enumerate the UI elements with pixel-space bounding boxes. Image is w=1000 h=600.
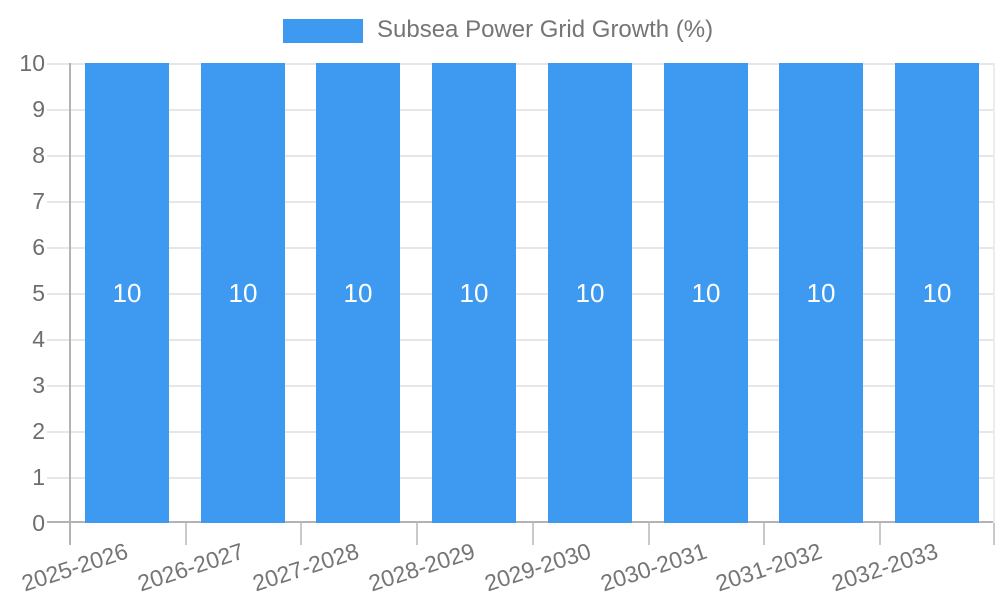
bar-value-label: 10 bbox=[228, 278, 258, 308]
bar-2031-2032: 10 bbox=[779, 63, 863, 523]
bar-2027-2028: 10 bbox=[316, 63, 400, 523]
y-tick-label: 7 bbox=[32, 188, 45, 214]
bar-2026-2027: 10 bbox=[201, 63, 285, 523]
x-axis-tick bbox=[532, 523, 534, 545]
bar-value-label: 10 bbox=[112, 278, 142, 308]
x-axis-tick bbox=[648, 523, 650, 545]
x-axis-baseline bbox=[47, 521, 995, 523]
gridline bbox=[47, 155, 995, 157]
gridline bbox=[47, 201, 995, 203]
x-axis-tick bbox=[993, 523, 995, 545]
bar-2030-2031: 10 bbox=[664, 63, 748, 523]
plot-area: 10 10 10 10 10 10 10 10 bbox=[47, 63, 995, 545]
bar-2029-2030: 10 bbox=[548, 63, 632, 523]
x-axis-tick bbox=[879, 523, 881, 545]
bar-value-label: 10 bbox=[806, 278, 836, 308]
gridline bbox=[47, 293, 995, 295]
legend-label: Subsea Power Grid Growth (%) bbox=[377, 16, 714, 43]
x-axis-tick bbox=[300, 523, 302, 545]
bar-value-label: 10 bbox=[575, 278, 605, 308]
y-tick-label: 8 bbox=[32, 142, 45, 168]
gridline bbox=[47, 385, 995, 387]
y-axis-line bbox=[69, 63, 71, 545]
gridline bbox=[47, 247, 995, 249]
bar-2032-2033: 10 bbox=[895, 63, 979, 523]
bar-value-label: 10 bbox=[691, 278, 721, 308]
y-tick-label: 1 bbox=[32, 464, 45, 490]
x-axis-tick bbox=[185, 523, 187, 545]
y-tick-label: 0 bbox=[32, 510, 45, 536]
x-axis-tick bbox=[416, 523, 418, 545]
gridline bbox=[47, 109, 995, 111]
bar-value-label: 10 bbox=[459, 278, 489, 308]
y-tick-label: 2 bbox=[32, 418, 45, 444]
plot-right-border bbox=[993, 63, 995, 523]
gridline bbox=[47, 63, 995, 65]
y-tick-label: 6 bbox=[32, 234, 45, 260]
y-tick-label: 3 bbox=[32, 372, 45, 398]
bar-2025-2026: 10 bbox=[85, 63, 169, 523]
gridline bbox=[47, 339, 995, 341]
gridline bbox=[47, 431, 995, 433]
bar-2028-2029: 10 bbox=[432, 63, 516, 523]
legend-color-swatch bbox=[283, 19, 363, 43]
y-tick-label: 5 bbox=[32, 280, 45, 306]
y-tick-label: 4 bbox=[32, 326, 45, 352]
gridline bbox=[47, 477, 995, 479]
x-axis-tick bbox=[763, 523, 765, 545]
bar-value-label: 10 bbox=[343, 278, 373, 308]
y-tick-label: 10 bbox=[19, 50, 45, 76]
bar-value-label: 10 bbox=[922, 278, 952, 308]
y-tick-label: 9 bbox=[32, 96, 45, 122]
